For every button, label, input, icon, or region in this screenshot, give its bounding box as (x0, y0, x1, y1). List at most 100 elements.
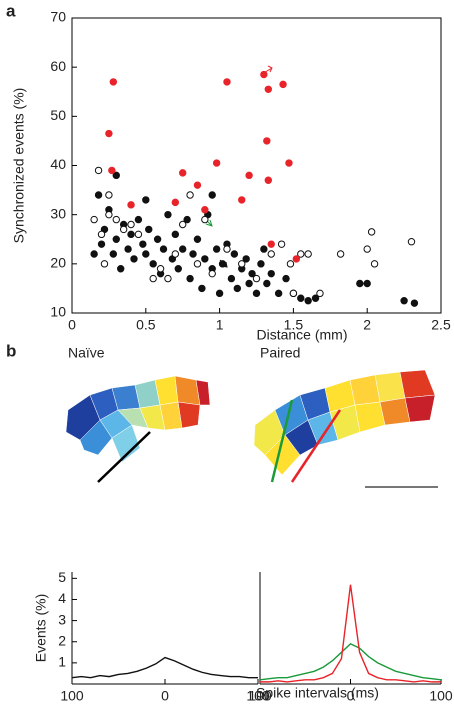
point (142, 250, 150, 258)
point (208, 269, 216, 278)
axis-line-naive (97, 431, 151, 483)
point (304, 297, 312, 305)
point (105, 129, 113, 138)
point (263, 279, 271, 288)
point (264, 176, 273, 184)
point (164, 210, 172, 219)
point (267, 269, 275, 278)
point (130, 255, 138, 263)
point (112, 215, 120, 224)
point (223, 245, 231, 253)
point (274, 289, 283, 298)
point (252, 274, 261, 283)
point (134, 215, 143, 224)
point (238, 196, 246, 204)
point (407, 238, 416, 246)
point (112, 235, 120, 243)
point (193, 260, 202, 268)
point (109, 250, 118, 258)
point (179, 245, 187, 253)
point (230, 250, 239, 258)
point (233, 284, 242, 293)
point (242, 255, 250, 263)
point (189, 250, 197, 258)
point (297, 250, 305, 258)
y-tick-label: 5 (58, 569, 66, 585)
y-tick-label: 2 (58, 632, 66, 648)
x-tick-label: 2.5 (431, 317, 451, 333)
point (215, 289, 224, 298)
point (127, 220, 135, 229)
y-axis-label: Events (%) (33, 594, 49, 662)
x-tick-label: 1.5 (284, 317, 304, 333)
y-tick-label: 3 (58, 611, 66, 627)
point (218, 260, 227, 268)
point (179, 169, 187, 177)
point (105, 210, 113, 219)
point (149, 274, 157, 283)
x-tick-label: 0 (68, 317, 76, 333)
axis-line-paired-red (290, 409, 342, 483)
point (410, 299, 419, 307)
panel-label: b (6, 341, 16, 360)
plot-frame (71, 17, 442, 314)
x-axis-label: Spike intervals (ms) (256, 685, 379, 701)
x-tick-label: 1 (216, 317, 224, 333)
point (370, 260, 379, 268)
point (193, 181, 202, 189)
point (260, 70, 268, 79)
point (171, 250, 180, 258)
point (105, 191, 113, 199)
point (267, 250, 275, 258)
y-tick-label: 4 (58, 590, 66, 606)
x-tick-label: 100 (248, 688, 272, 704)
trace (259, 643, 442, 681)
y-tick-label: 60 (50, 58, 66, 74)
point (94, 166, 103, 175)
point (263, 137, 271, 145)
point (112, 171, 120, 180)
point (201, 206, 209, 214)
point (277, 240, 286, 248)
point (149, 260, 157, 268)
arrows (203, 65, 273, 268)
x-tick-label: 100 (60, 688, 84, 704)
point (260, 245, 268, 253)
point (297, 294, 305, 302)
point (193, 235, 202, 243)
point (267, 240, 275, 248)
point (186, 274, 194, 283)
y-tick-label: 50 (50, 107, 66, 123)
point (108, 166, 116, 175)
panel-label: a (6, 1, 16, 20)
point (279, 80, 287, 89)
point (248, 269, 256, 278)
point (127, 230, 135, 239)
point (363, 279, 371, 288)
point (227, 274, 236, 283)
point (264, 85, 273, 93)
point (156, 265, 165, 273)
point (285, 159, 293, 167)
point (400, 297, 408, 305)
point (245, 279, 253, 288)
point (201, 255, 209, 263)
point (97, 240, 106, 248)
point (363, 245, 371, 253)
point (223, 78, 231, 86)
point (238, 260, 246, 268)
y-axis-label: Synchronized events (%) (11, 88, 27, 244)
y-tick-label: 30 (50, 205, 66, 221)
point (198, 284, 206, 293)
point (316, 289, 324, 298)
trace (71, 656, 258, 679)
x-axis-label: Distance (mm) (257, 327, 348, 343)
point (212, 245, 221, 253)
point (367, 228, 376, 236)
point (127, 201, 135, 209)
point (97, 230, 106, 239)
point (286, 260, 295, 268)
point (257, 260, 265, 268)
point (282, 274, 290, 283)
